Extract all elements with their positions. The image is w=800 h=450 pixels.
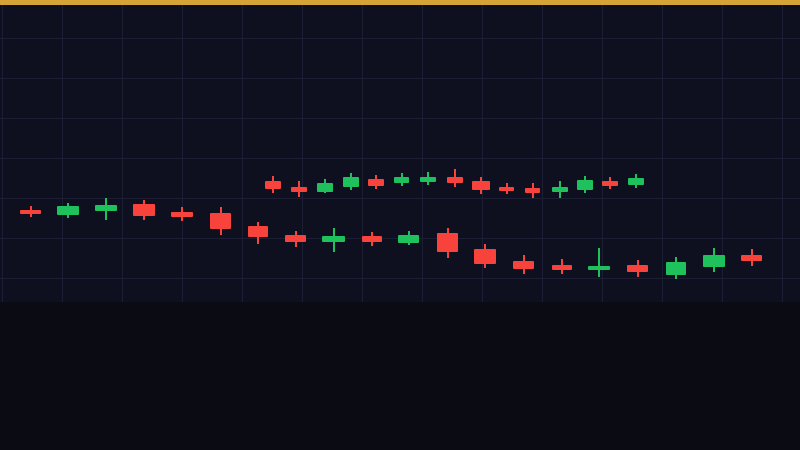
candle-body	[552, 265, 572, 270]
candle-body	[322, 236, 345, 242]
candle-body	[472, 181, 490, 190]
candle-body	[588, 266, 610, 270]
candle-body	[525, 188, 540, 193]
candle-body	[602, 181, 618, 186]
caption-panel: Forex Signals Guide How to Use Effective…	[0, 302, 800, 450]
candle-body	[317, 183, 333, 192]
candle-body	[343, 177, 359, 187]
candle-body	[420, 177, 436, 182]
candle-body	[394, 177, 409, 183]
candle-body	[627, 265, 648, 272]
chart-grid	[0, 5, 800, 302]
candle-body	[171, 212, 193, 217]
candle-body	[291, 187, 307, 192]
candle-body	[552, 187, 568, 192]
candle-body	[20, 210, 41, 214]
candle-body	[368, 179, 384, 186]
candle-body	[577, 180, 593, 190]
candle-body	[210, 213, 231, 229]
top-accent-bar	[0, 0, 800, 5]
candle-body	[513, 261, 534, 269]
candle-body	[666, 262, 686, 275]
candle-body	[362, 236, 382, 242]
candle-body	[95, 205, 117, 211]
candle-body	[447, 177, 463, 183]
candle-body	[499, 187, 514, 191]
candle-body	[285, 235, 306, 242]
candle-body	[474, 249, 496, 264]
candle-body	[437, 233, 458, 252]
candle-body	[398, 235, 419, 243]
candle-wick	[598, 248, 600, 277]
candle-body	[703, 255, 725, 267]
candle-body	[57, 206, 79, 215]
candle-body	[628, 178, 644, 185]
candle-body	[248, 226, 268, 237]
candle-body	[265, 181, 281, 189]
candle-body	[741, 255, 762, 261]
candle-body	[133, 204, 155, 216]
